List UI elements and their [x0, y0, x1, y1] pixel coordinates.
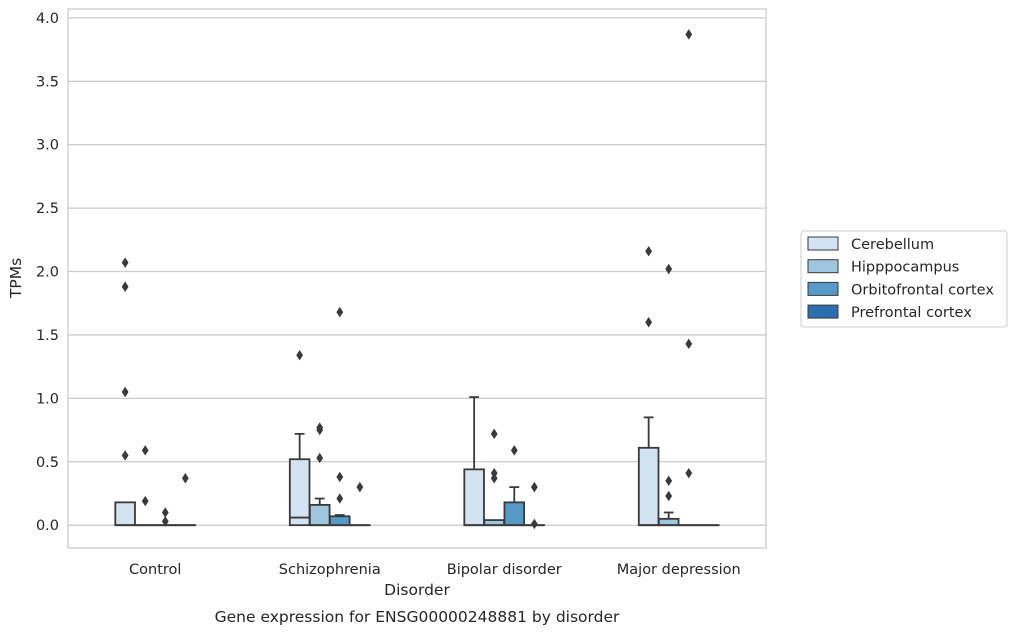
legend-item: Cerebellum	[807, 236, 934, 253]
box-layer	[114, 29, 720, 530]
outlier-point	[161, 516, 169, 527]
outlier-point	[665, 263, 673, 275]
y-tick-label: 2.0	[36, 265, 59, 281]
legend: Cerebellum Hipppocampus Orbitofrontal cort…	[800, 230, 1008, 328]
plot-frame	[67, 8, 767, 549]
outlier-point	[121, 386, 129, 398]
box-hipppocampus-control	[134, 445, 156, 527]
box-cerebellum-major-depression	[637, 246, 660, 527]
outlier-point	[121, 281, 129, 292]
box-cerebellum-control	[114, 257, 136, 527]
x-tick-label: Control	[129, 562, 181, 578]
legend-label: Hipppocampus	[851, 260, 959, 276]
box-hipppocampus-major-depression	[657, 263, 680, 527]
outlier-point	[665, 475, 673, 486]
outlier-point	[336, 471, 344, 483]
box-orbitofrontal-cortex-major-depression	[678, 29, 700, 527]
outlier-point	[181, 473, 189, 484]
outlier-point	[685, 338, 693, 350]
outlier-point	[645, 246, 653, 257]
x-tick-label: Major depression	[617, 562, 741, 578]
outlier-point	[141, 495, 149, 507]
legend-swatch	[807, 236, 839, 251]
legend-label: Orbitofrontal cortex	[851, 282, 994, 298]
outlier-point	[121, 257, 129, 268]
x-tick-label: Bipolar disorder	[447, 562, 562, 578]
box-prefrontal-cortex-control	[174, 473, 197, 527]
x-tick-labels: Control Schizophrenia Bipolar disorder Majo…	[129, 562, 741, 578]
box-prefrontal-cortex-bipolar-disorder	[523, 481, 546, 530]
chart-caption: Gene expression for ENSG00000248881 by d…	[215, 608, 620, 626]
box-orbitofrontal-cortex-control	[154, 507, 177, 527]
box-cerebellum-bipolar-disorder	[463, 396, 485, 527]
y-tick-label: 1.5	[36, 328, 59, 344]
legend-item: Hipppocampus	[807, 259, 959, 276]
outlier-point	[665, 490, 673, 502]
box-iqr	[463, 468, 485, 527]
y-tick-label: 3.0	[36, 138, 59, 154]
outlier-point	[490, 428, 498, 440]
legend-label: Prefrontal cortex	[851, 305, 972, 321]
y-tick-label: 0.5	[36, 455, 59, 471]
box-iqr	[288, 458, 311, 527]
outlier-point	[490, 473, 498, 484]
outlier-point	[685, 29, 693, 40]
box-iqr	[637, 446, 660, 527]
legend-swatch	[807, 281, 839, 296]
y-tick-label: 1.0	[36, 391, 59, 407]
outlier-point	[141, 445, 149, 456]
outlier-point	[296, 350, 304, 361]
y-axis-title: TPMs	[7, 258, 25, 299]
box-iqr	[329, 515, 351, 527]
outlier-point	[336, 493, 344, 504]
outlier-point	[510, 445, 518, 456]
outlier-point	[161, 507, 169, 518]
box-orbitofrontal-cortex-bipolar-disorder	[503, 445, 526, 527]
outlier-point	[316, 452, 324, 464]
outlier-point	[356, 481, 364, 493]
y-tick-label: 0.0	[36, 518, 59, 534]
y-tick-label: 3.5	[36, 74, 59, 90]
box-cerebellum-schizophrenia	[288, 350, 311, 527]
outlier-point	[316, 424, 324, 436]
box-iqr	[114, 501, 136, 527]
legend-label: Cerebellum	[851, 237, 934, 253]
legend-item: Orbitofrontal cortex	[807, 281, 994, 298]
legend-swatch	[807, 259, 839, 274]
outlier-point	[336, 306, 344, 318]
box-hipppocampus-bipolar-disorder	[483, 428, 505, 527]
outlier-point	[121, 450, 129, 461]
grid-lines	[68, 17, 766, 526]
outlier-point	[530, 518, 538, 530]
box-prefrontal-cortex-schizophrenia	[349, 481, 371, 527]
box-iqr	[657, 517, 680, 527]
y-tick-label: 2.5	[36, 201, 59, 217]
y-tick-label: 4.0	[36, 11, 59, 27]
box-orbitofrontal-cortex-schizophrenia	[329, 306, 351, 527]
x-tick-label: Schizophrenia	[279, 562, 381, 578]
y-tick-labels: 0.0 0.5 1.0 1.5 2.0 2.5 3.0 3.5 4.0	[36, 11, 59, 534]
legend-item: Prefrontal cortex	[807, 304, 972, 321]
x-axis-title: Disorder	[384, 581, 450, 599]
box-iqr	[308, 503, 331, 527]
outlier-point	[645, 317, 653, 328]
box-hipppocampus-schizophrenia	[308, 422, 331, 527]
legend-swatch	[807, 304, 839, 319]
outlier-point	[530, 481, 538, 493]
legend-frame	[800, 230, 1008, 328]
box-iqr	[503, 501, 526, 527]
outlier-point	[685, 467, 693, 479]
